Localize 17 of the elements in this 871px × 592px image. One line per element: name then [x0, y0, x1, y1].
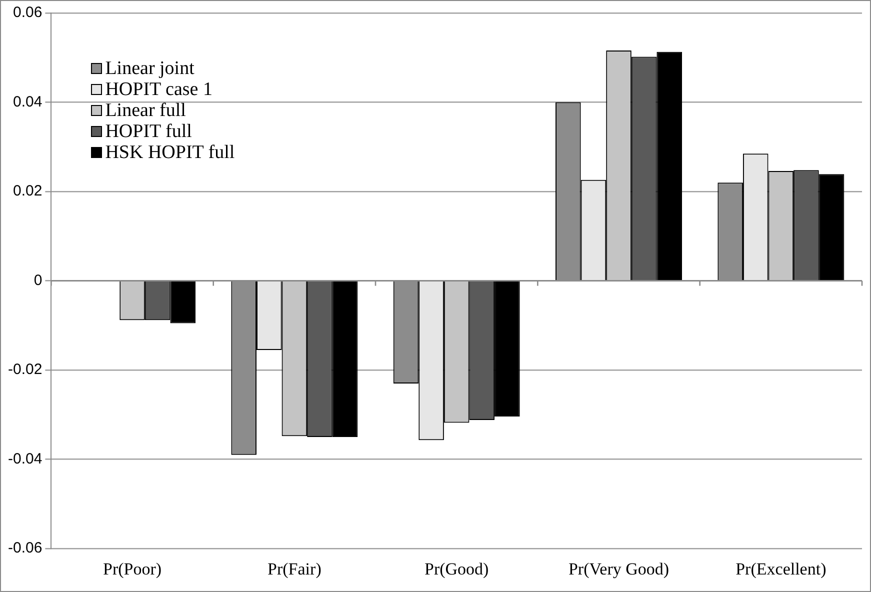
y-tick-label: 0.02: [12, 182, 42, 200]
y-tick-label: 0.04: [12, 93, 42, 110]
legend-label: HOPIT case 1: [105, 79, 212, 100]
legend-label: Linear joint: [105, 58, 194, 79]
x-tick-label: Pr(Good): [424, 559, 489, 578]
legend-label: HOPIT full: [105, 121, 192, 142]
legend-label: HSK HOPIT full: [105, 142, 235, 163]
x-tick-label: Pr(Excellent): [736, 559, 826, 578]
y-tick-label: 0: [34, 272, 42, 289]
y-tick-label: 0.06: [12, 4, 42, 22]
y-tick-label: -0.06: [8, 540, 42, 557]
x-tick-label: Pr(Fair): [268, 559, 322, 578]
y-tick-label: -0.02: [8, 361, 42, 378]
x-tick-label: Pr(Very Good): [568, 559, 670, 578]
legend-label: Linear full: [105, 100, 186, 121]
x-tick-label: Pr(Poor): [102, 559, 162, 578]
y-tick-label: -0.04: [8, 450, 42, 468]
